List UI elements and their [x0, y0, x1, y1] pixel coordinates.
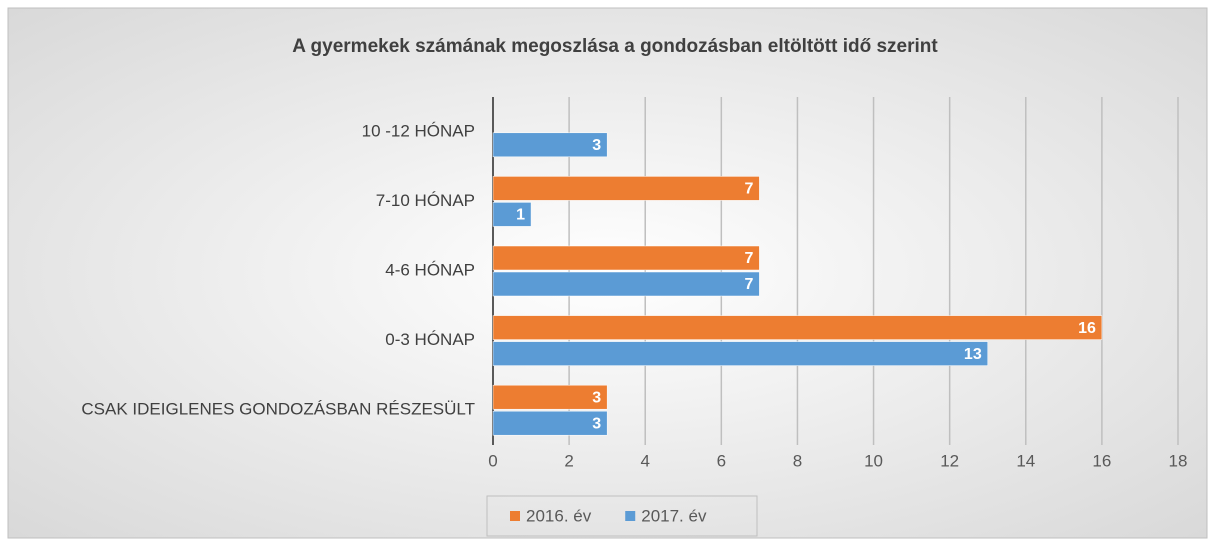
data-label: 7 — [744, 250, 753, 267]
x-tick-label: 4 — [640, 451, 649, 470]
bar — [492, 202, 532, 227]
x-tick-label: 10 — [864, 451, 883, 470]
y-tick-label: 4-6 HÓNAP — [385, 260, 475, 279]
legend-box — [486, 495, 758, 537]
y-tick-label: CSAK IDEIGLENES GONDOZÁSBAN RÉSZESÜLT — [81, 400, 475, 419]
x-tick-label: 0 — [488, 451, 497, 470]
bar — [492, 341, 988, 366]
data-label: 7 — [744, 181, 753, 198]
bar — [492, 245, 760, 271]
legend-swatch — [510, 511, 520, 521]
bar — [492, 176, 760, 201]
data-label: 3 — [592, 137, 601, 154]
x-tick-label: 12 — [940, 451, 959, 470]
legend-swatch — [625, 511, 636, 521]
x-tick-label: 2 — [564, 451, 573, 470]
chart-title: A gyermekek számának megoszlása a gondoz… — [292, 36, 938, 57]
y-tick-label: 7-10 HÓNAP — [376, 191, 475, 210]
y-tick-label: 0-3 HÓNAP — [385, 330, 475, 349]
data-label: 16 — [1078, 320, 1096, 337]
x-tick-label: 6 — [717, 451, 726, 470]
legend-label: 2017. év — [641, 506, 707, 525]
data-label: 13 — [964, 346, 982, 363]
x-tick-label: 8 — [793, 451, 802, 470]
x-tick-label: 18 — [1169, 451, 1188, 470]
legend-label: 2016. év — [526, 506, 592, 525]
data-label: 7 — [744, 276, 753, 293]
y-tick-label: 10 -12 HÓNAP — [362, 121, 475, 140]
data-label: 3 — [592, 389, 601, 406]
x-tick-label: 16 — [1092, 451, 1111, 470]
bar — [492, 410, 608, 436]
x-tick-label: 14 — [1016, 451, 1035, 470]
bar — [492, 132, 608, 158]
data-label: 1 — [516, 207, 525, 224]
data-label: 3 — [592, 415, 601, 432]
bar — [492, 384, 608, 410]
bar — [492, 271, 760, 297]
bar — [492, 315, 1103, 340]
